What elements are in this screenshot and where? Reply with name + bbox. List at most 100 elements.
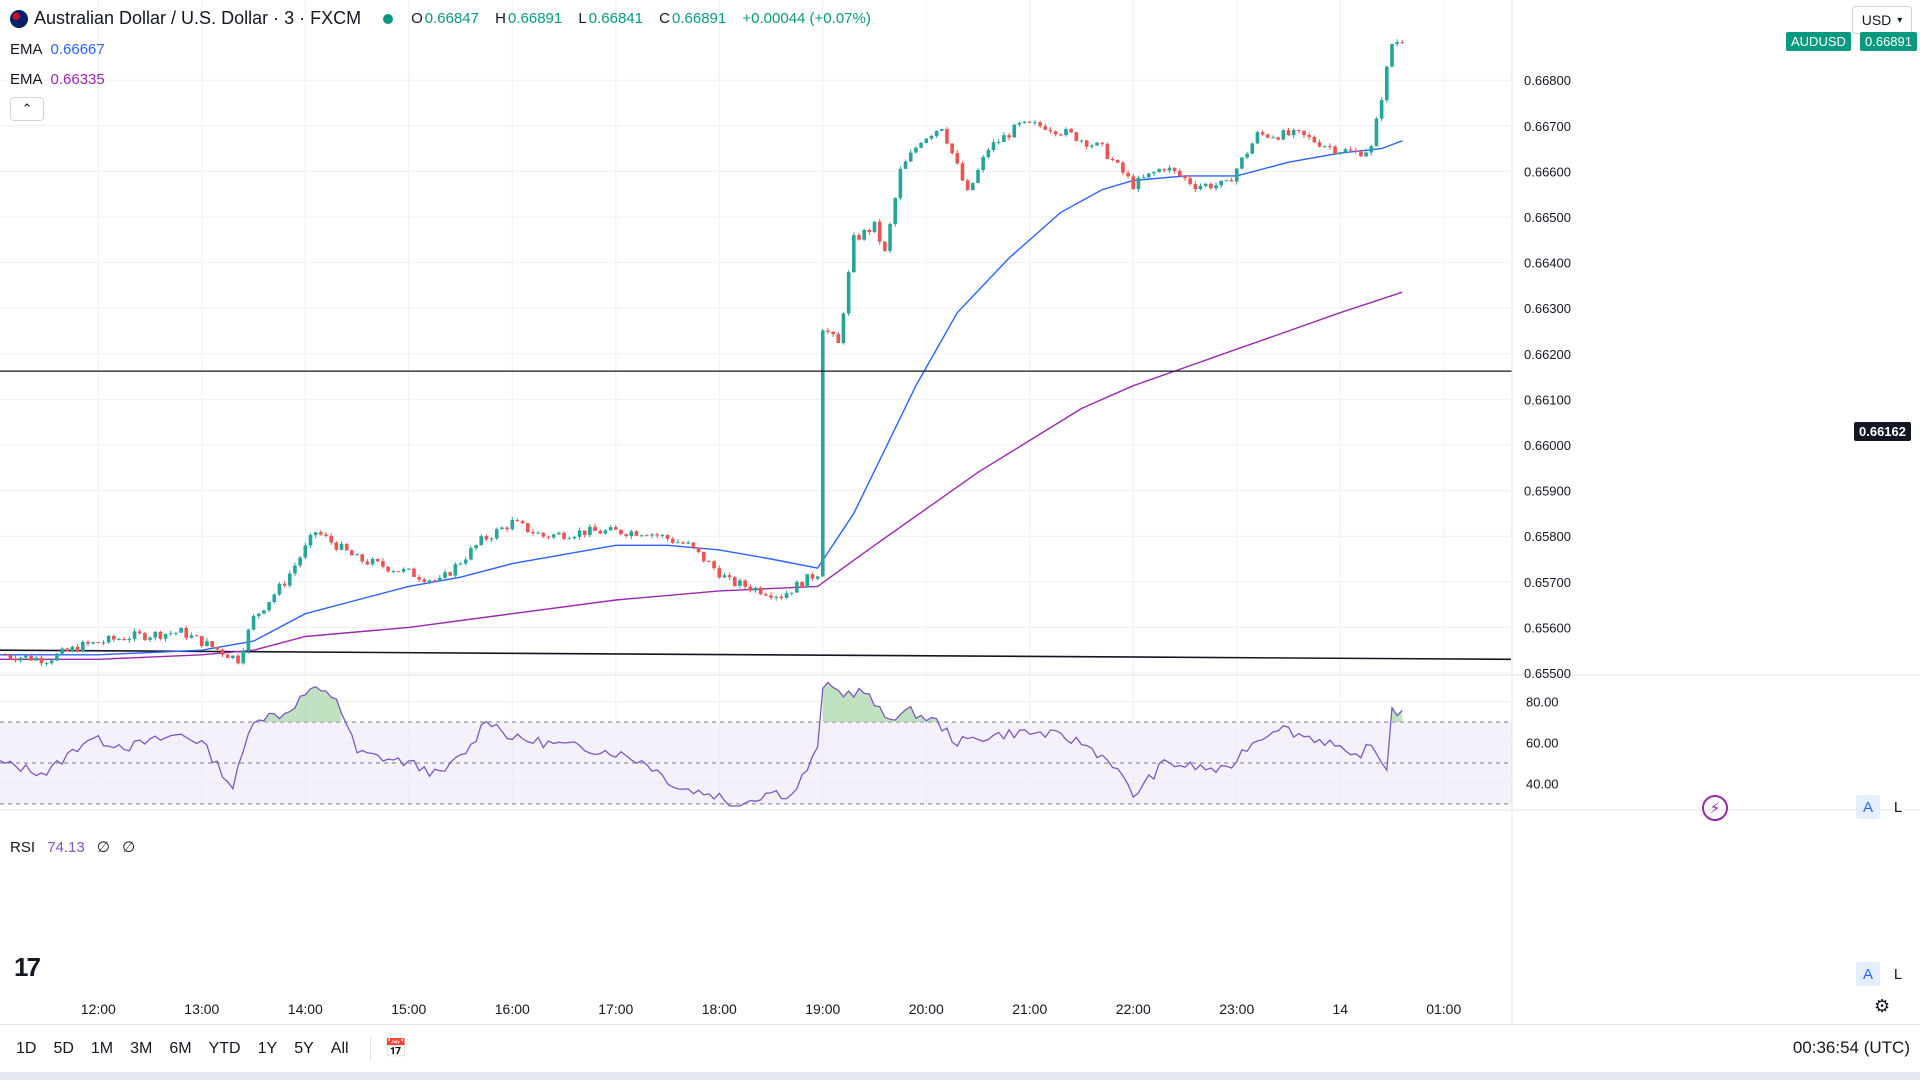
rsi-tick-label: 80.00 [1526,695,1559,710]
candle-up [391,571,396,573]
time-tick-label: 14 [1332,1001,1348,1017]
candle-up [256,613,261,617]
candle-up [479,536,484,546]
candle-up [34,657,39,661]
candle-down [1209,183,1213,189]
currency-selector[interactable]: USD ▾ [1852,6,1912,34]
candle-down [220,649,225,655]
candle-down [950,143,954,154]
rsi-auto-scale-button[interactable]: A [1856,962,1880,986]
price-tick-label: 0.66000 [1524,438,1571,453]
candle-up [903,161,908,169]
alert-lightning-icon[interactable]: ⚡ [1702,795,1728,821]
candle-down [1260,132,1265,135]
candle-down [593,526,597,531]
candle-up [44,663,49,665]
time-tick-label: 01:00 [1426,1001,1461,1017]
candle-up [127,638,132,641]
candle-down [75,646,80,652]
range-ytd-button[interactable]: YTD [208,1039,241,1057]
candle-down [137,631,142,634]
range-1y-button[interactable]: 1Y [257,1039,278,1057]
price-tick-label: 0.66800 [1524,73,1571,88]
candle-up [262,610,266,614]
candle-up [1017,122,1022,125]
candle-down [670,538,675,543]
candle-up [298,557,302,566]
range-1d-button[interactable]: 1D [16,1039,37,1057]
gear-icon[interactable]: ⚙ [1874,996,1891,1016]
calendar-icon[interactable]: 📅 [384,1038,407,1058]
candle-up [852,235,856,273]
utc-clock[interactable]: 00:36:54 (UTC) [1792,1038,1910,1057]
collapse-legend-button[interactable]: ⌃ [10,97,44,121]
candle-down [381,561,385,567]
candle-up [18,657,23,661]
candle-up [287,573,292,586]
tradingview-logo-icon[interactable]: 17 [14,952,41,982]
candle-up [1379,100,1384,119]
candle-down [1074,132,1079,141]
symbol-legend[interactable]: Australian Dollar / U.S. Dollar · 3 · FX… [10,8,873,29]
time-tick-label: 21:00 [1012,1001,1047,1017]
candle-up [660,535,665,537]
candle-up [148,637,152,640]
candle-down [960,163,965,181]
candle-down [112,636,116,640]
candle-up [1240,157,1244,169]
ema-slow-line [0,291,1403,660]
candle-down [1333,146,1337,154]
candle-down [329,535,333,543]
candle-up [1033,122,1037,124]
candle-down [541,532,546,537]
rsi-overbought-fill [258,686,342,723]
candle-down [158,631,163,639]
range-all-button[interactable]: All [330,1039,349,1057]
candle-down [877,221,882,242]
candle-up [577,530,582,537]
candle-up [132,631,137,639]
candle-down [1058,134,1063,136]
symbol-title[interactable]: Australian Dollar / U.S. Dollar · 3 · FX… [34,8,362,28]
candle-down [712,561,716,569]
range-5d-button[interactable]: 5D [53,1039,74,1057]
log-scale-button[interactable]: L [1893,798,1903,816]
candle-down [194,635,199,637]
candle-down [334,542,339,550]
candle-up [438,577,442,581]
rsi-legend[interactable]: RSI 74.13 ∅ ∅ [10,838,135,856]
candle-down [1188,178,1192,185]
candle-down [701,551,706,562]
candle-down [857,235,861,240]
candle-down [520,521,525,524]
candle-up [929,135,934,139]
candle-down [1121,162,1125,173]
chart-canvas[interactable]: 0.66800 0.66700 0.66600 0.66500 0.66400 0.663… [0,0,1920,1024]
horizontal-line-price-tag[interactable]: 0.66162 [1854,422,1911,441]
range-5y-button[interactable]: 5Y [294,1039,314,1057]
ema-slow-legend[interactable]: EMA 0.66335 [10,71,105,88]
range-3m-button[interactable]: 3M [130,1039,153,1057]
candle-down [1069,129,1073,133]
candle-up [820,330,825,577]
candle-down [8,655,13,659]
candle-down [1110,158,1115,160]
candle-up [272,594,277,603]
candle-up [106,636,111,643]
rsi-extra-1: ∅ [96,839,110,856]
candle-up [117,639,121,641]
candle-down [122,639,127,641]
candle-up [489,538,494,540]
candle-down [883,241,887,251]
ema-fast-legend[interactable]: EMA 0.66667 [10,41,105,58]
candle-down [515,519,520,522]
range-6m-button[interactable]: 6M [169,1039,192,1057]
candle-up [251,616,256,630]
ema-slow-value: 0.66335 [50,71,105,88]
candle-down [1297,129,1301,131]
candle-up [1224,180,1229,182]
rsi-log-scale-button[interactable]: L [1893,965,1903,983]
candle-up [1198,186,1203,190]
range-1m-button[interactable]: 1M [90,1039,114,1057]
auto-scale-button[interactable]: A [1856,795,1880,819]
